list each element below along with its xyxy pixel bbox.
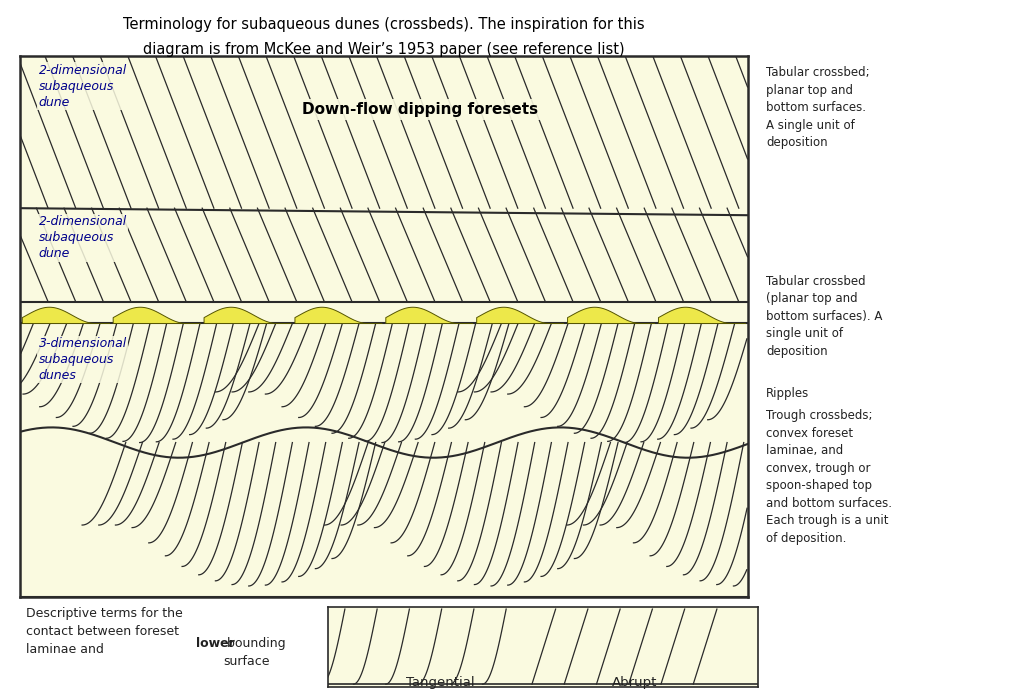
Text: Ripples: Ripples [766,387,809,400]
Polygon shape [295,307,382,323]
Text: Tangential: Tangential [406,676,475,689]
Polygon shape [658,307,745,323]
Polygon shape [567,307,654,323]
Polygon shape [23,307,110,323]
Polygon shape [114,307,201,323]
Text: Down-flow dipping foresets: Down-flow dipping foresets [302,102,539,117]
Text: Terminology for subaqueous dunes (crossbeds). The inspiration for this: Terminology for subaqueous dunes (crossb… [123,17,645,33]
Text: Trough crossbeds;
convex foreset
laminae, and
convex, trough or
spoon-shaped top: Trough crossbeds; convex foreset laminae… [766,409,892,545]
Text: 2-dimensional
subaqueous
dune: 2-dimensional subaqueous dune [39,64,127,109]
Text: lower: lower [196,637,234,650]
Text: 3-dimensional
subaqueous
dunes: 3-dimensional subaqueous dunes [39,337,127,382]
Text: Abrupt: Abrupt [612,676,657,689]
Text: 2-dimensional
subaqueous
dune: 2-dimensional subaqueous dune [39,215,127,260]
Polygon shape [204,307,291,323]
Polygon shape [477,307,564,323]
Text: Tabular crossbed;
planar top and
bottom surfaces.
A single unit of
deposition: Tabular crossbed; planar top and bottom … [766,67,869,149]
Text: Descriptive terms for the
contact between foreset
laminae and: Descriptive terms for the contact betwee… [26,607,182,657]
Text: Tabular crossbed
(planar top and
bottom surfaces). A
single unit of
deposition: Tabular crossbed (planar top and bottom … [766,275,883,358]
Text: diagram is from McKee and Weir’s 1953 paper (see reference list): diagram is from McKee and Weir’s 1953 pa… [143,42,625,57]
Polygon shape [386,307,473,323]
Text: bounding
surface: bounding surface [223,637,286,668]
